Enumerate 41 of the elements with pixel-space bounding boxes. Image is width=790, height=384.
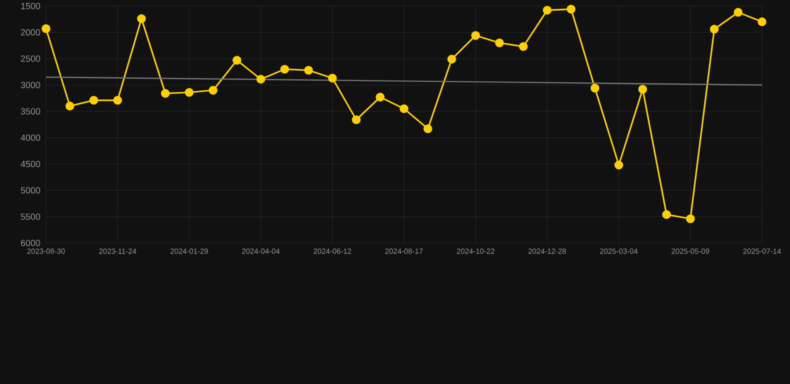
y-tick-label: 3000 bbox=[20, 82, 40, 88]
point bbox=[352, 115, 361, 124]
point bbox=[686, 214, 695, 224]
point bbox=[710, 24, 719, 34]
point bbox=[376, 92, 385, 102]
point bbox=[304, 66, 313, 75]
point bbox=[208, 86, 218, 95]
y-tick-label: 5000 bbox=[20, 187, 40, 194]
point bbox=[518, 42, 528, 51]
y-tick-label: 5500 bbox=[20, 213, 40, 220]
point bbox=[638, 84, 648, 94]
point bbox=[89, 96, 98, 105]
y-tick-label: 2500 bbox=[20, 55, 40, 62]
point bbox=[65, 102, 74, 110]
point bbox=[160, 89, 170, 98]
point bbox=[734, 8, 743, 17]
point bbox=[256, 74, 266, 84]
y-tick-label: 1500 bbox=[21, 2, 40, 10]
y-tick-label: 3500 bbox=[20, 108, 40, 115]
y-tick-label: 4000 bbox=[20, 134, 40, 141]
point bbox=[328, 74, 337, 83]
point bbox=[495, 38, 504, 48]
point bbox=[232, 56, 242, 65]
point bbox=[758, 17, 766, 26]
point bbox=[113, 96, 122, 105]
point bbox=[42, 24, 50, 34]
y-tick-label: 6000 bbox=[20, 240, 40, 246]
point bbox=[137, 14, 146, 24]
point bbox=[662, 210, 671, 219]
y-tick-label: 4500 bbox=[20, 160, 40, 168]
point bbox=[590, 84, 600, 93]
point bbox=[184, 88, 194, 97]
point bbox=[400, 104, 408, 114]
point bbox=[566, 4, 576, 14]
point bbox=[423, 124, 432, 134]
y-tick-label: 2000 bbox=[20, 29, 40, 36]
point bbox=[542, 6, 552, 15]
point bbox=[447, 54, 456, 64]
point bbox=[471, 31, 480, 40]
point bbox=[614, 160, 624, 170]
point bbox=[280, 64, 290, 74]
